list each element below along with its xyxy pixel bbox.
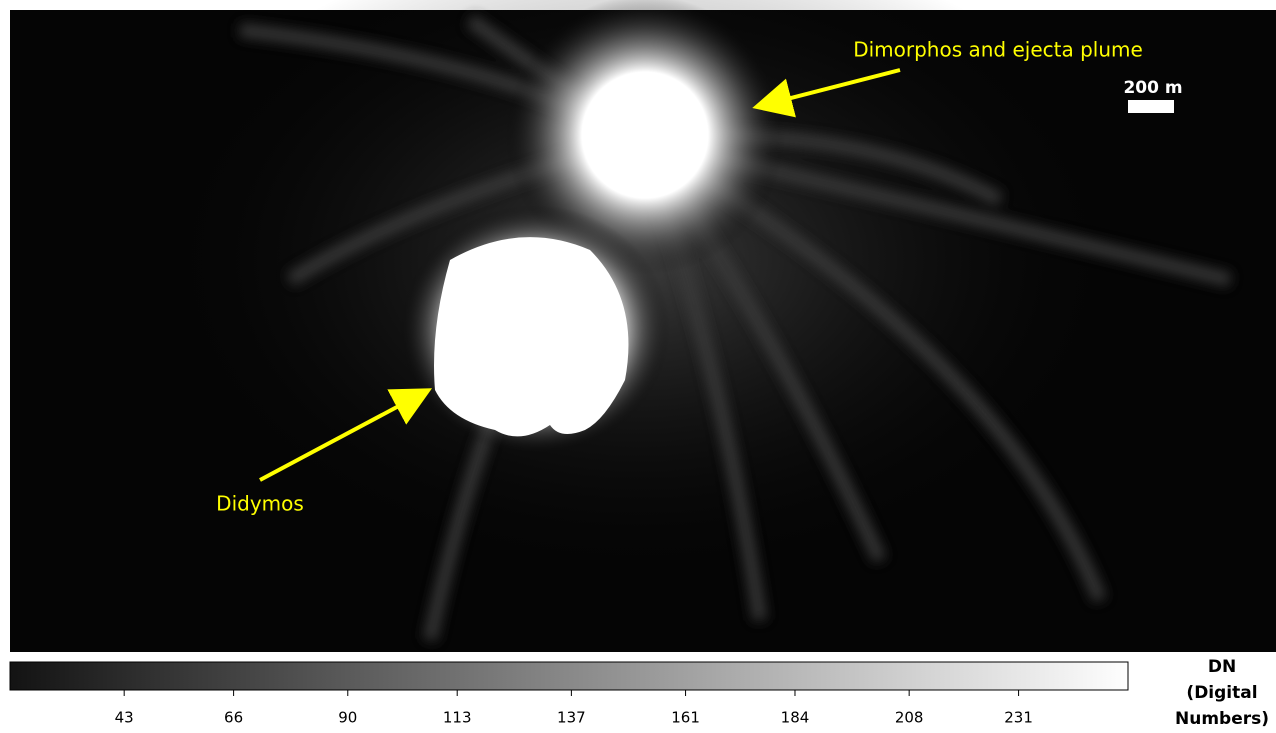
colorbar-label: (Digital (1186, 683, 1257, 703)
colorbar-gradient (10, 662, 1128, 690)
page: Dimorphos and ejecta plume Didymos 200 m… (0, 0, 1276, 729)
colorbar-label: Numbers) (1175, 709, 1269, 729)
annotation: Didymos (216, 492, 304, 516)
tick-label: 90 (338, 709, 357, 727)
tick-label: 137 (557, 709, 586, 727)
colorbar: DN (Digital Numbers) 43 66 90 113 137 161 184 2… (10, 657, 1269, 729)
colorbar-label: DN (1208, 657, 1236, 677)
tick-label: 161 (671, 709, 700, 727)
tick-label: 113 (443, 709, 472, 727)
tick-label: 231 (1004, 709, 1033, 727)
image: Dimorphos and ejecta plume Didymos 200 m (10, 0, 1276, 652)
tick-label: 66 (224, 709, 243, 727)
tick-label: 184 (781, 709, 810, 727)
scale-bar-label: 200 m (1123, 78, 1182, 98)
tick-label: 208 (895, 709, 924, 727)
tick-label: 43 (115, 709, 134, 727)
annotation: Dimorphos and ejecta plume (853, 38, 1143, 62)
